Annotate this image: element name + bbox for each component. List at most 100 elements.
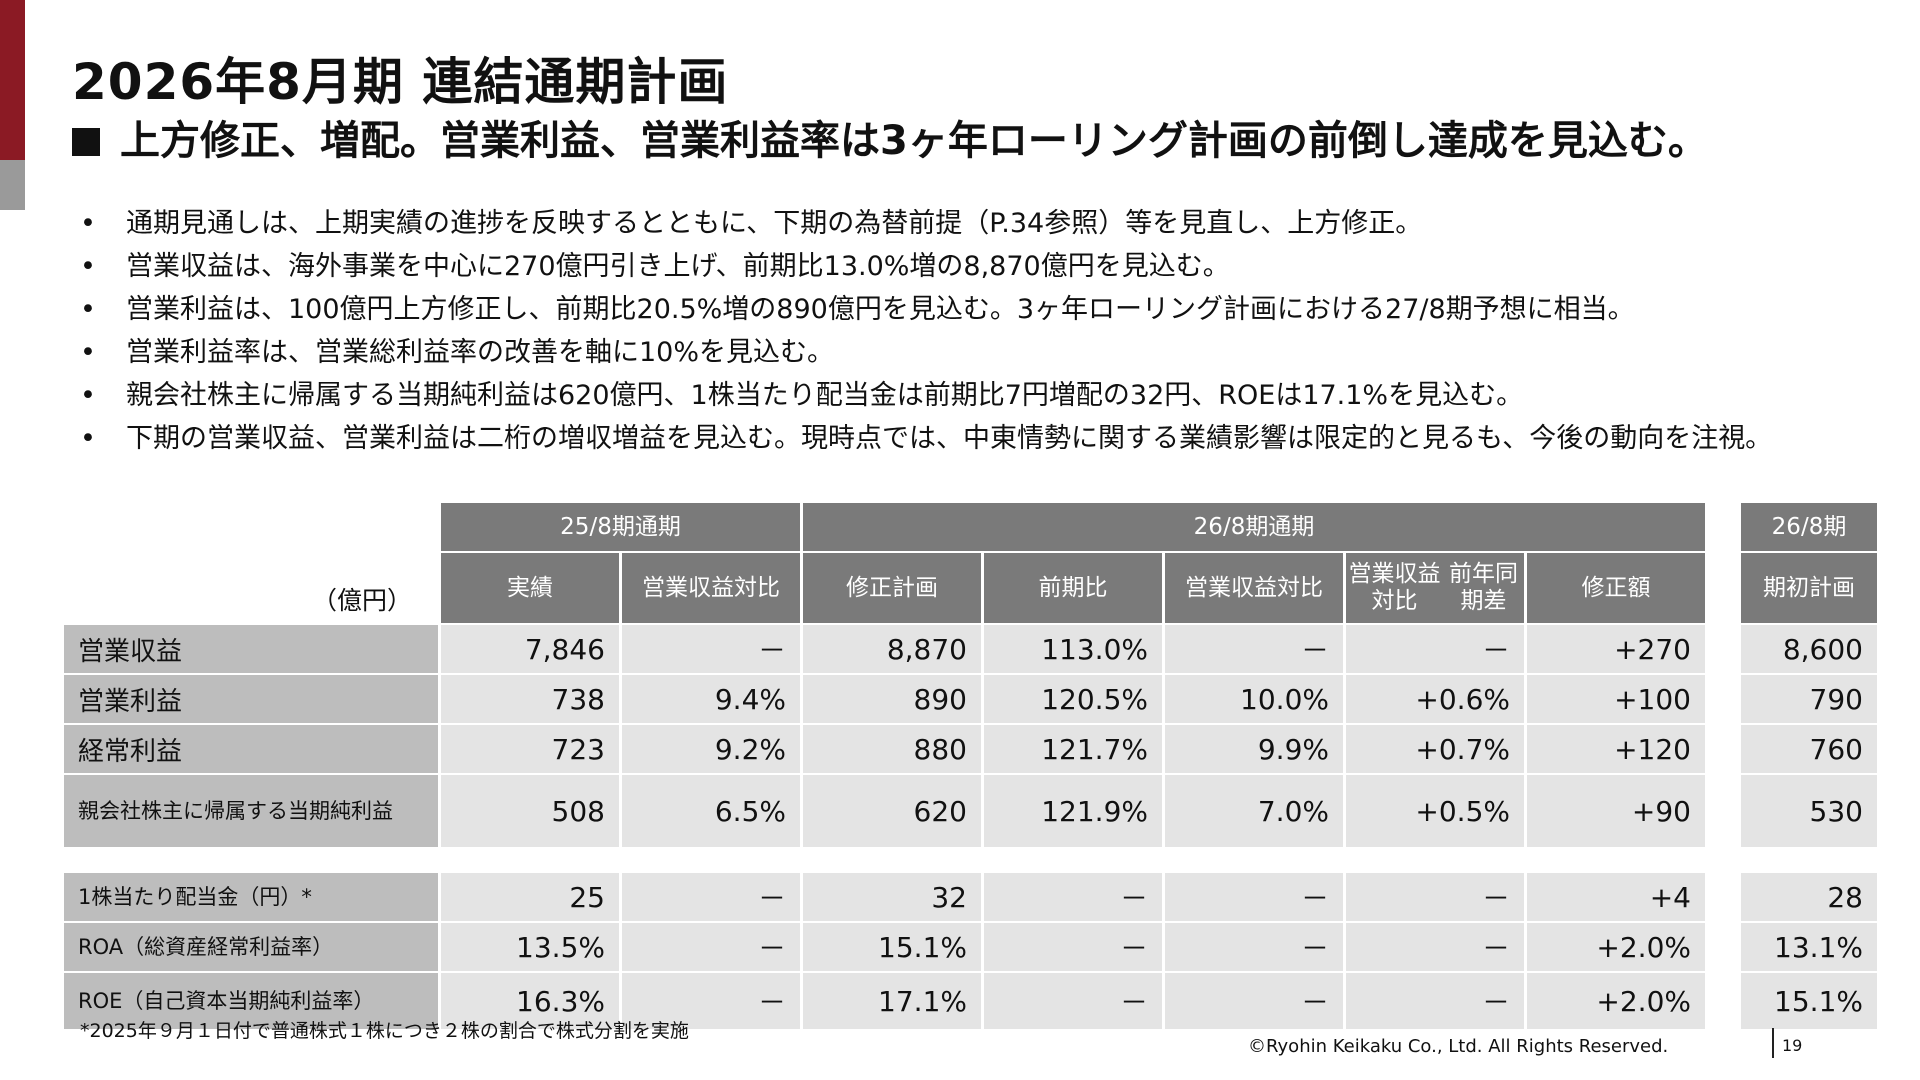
table-cell: － — [1165, 973, 1343, 1029]
table-cell: +270 — [1527, 625, 1705, 673]
table-cell: 7,846 — [441, 625, 619, 673]
table-cell: － — [984, 873, 1162, 921]
column-header: 修正額 — [1527, 553, 1705, 623]
table-cell: 120.5% — [984, 675, 1162, 723]
table-cell: － — [1165, 873, 1343, 921]
column-header-text: 修正計画 — [846, 574, 938, 601]
row-label: ROA（総資産経常利益率） — [64, 923, 438, 971]
table-cell: 620 — [803, 775, 981, 847]
table-cell: － — [1346, 923, 1524, 971]
table-cell: 113.0% — [984, 625, 1162, 673]
row-label-text: 1株当たり配当金（円）* — [78, 885, 312, 909]
column-header: 前期比 — [984, 553, 1162, 623]
table-cell: － — [1346, 625, 1524, 673]
bullet-item: • 営業利益は、100億円上方修正し、前期比20.5%増の890億円を見込む。3ヶ… — [78, 288, 1878, 331]
column-header-text: 営業収益対比 — [642, 574, 780, 601]
page-title: 2026年8月期 連結通期計画 — [72, 53, 729, 111]
bullet-item: • 下期の営業収益、営業利益は二桁の増収増益を見込む。現時点では、中東情勢に関する… — [78, 417, 1878, 460]
table-cell: 28 — [1741, 873, 1877, 921]
table-cell: 530 — [1741, 775, 1877, 847]
table-cell: 17.1% — [803, 973, 981, 1029]
accent-bar-secondary — [0, 160, 25, 210]
table-cell: 8,870 — [803, 625, 981, 673]
table-cell: 13.1% — [1741, 923, 1877, 971]
row-label-text: 親会社株主に帰属する — [78, 799, 288, 823]
bullet-text: 通期見通しは、上期実績の進捗を反映するとともに、下期の為替前提（P.34参照）等… — [126, 208, 1423, 239]
copyright: ©Ryohin Keikaku Co., Ltd. All Rights Res… — [1248, 1036, 1669, 1057]
table-cell: 890 — [803, 675, 981, 723]
table-cell: 10.0% — [1165, 675, 1343, 723]
table-cell: 32 — [803, 873, 981, 921]
row-label-text: 営業収益 — [78, 636, 183, 667]
table-cell: － — [1346, 873, 1524, 921]
row-label: 営業利益 — [64, 675, 438, 723]
table-cell: 760 — [1741, 725, 1877, 773]
bullet-dot-icon: • — [80, 294, 96, 325]
bullet-dot-icon: • — [80, 337, 96, 368]
page-subtitle: 上方修正、増配。営業利益、営業利益率は3ヶ年ローリング計画の前倒し達成を見込む。 — [72, 108, 1708, 166]
table-cell: +100 — [1527, 675, 1705, 723]
table-cell: － — [622, 973, 800, 1029]
table-cell: － — [1165, 625, 1343, 673]
table-cell: +90 — [1527, 775, 1705, 847]
group-header-fy26: 26/8期通期 — [803, 503, 1705, 551]
table-cell: － — [622, 625, 800, 673]
column-header-text: 実績 — [507, 574, 553, 601]
bullet-dot-icon: • — [80, 380, 96, 411]
page-divider — [1772, 1028, 1774, 1058]
table-cell: 9.4% — [622, 675, 800, 723]
bullet-text: 営業利益は、100億円上方修正し、前期比20.5%増の890億円を見込む。3ヶ年… — [126, 294, 1635, 325]
table-cell: 25 — [441, 873, 619, 921]
bullet-item: • 営業収益は、海外事業を中心に270億円引き上げ、前期比13.0%増の8,870… — [78, 245, 1878, 288]
table-cell: 16.3% — [441, 973, 619, 1029]
bullet-text: 営業収益は、海外事業を中心に270億円引き上げ、前期比13.0%増の8,870億… — [126, 251, 1230, 282]
row-label: 親会社株主に帰属する 当期純利益 — [64, 775, 438, 847]
table-cell: － — [622, 923, 800, 971]
bullet-dot-icon: • — [80, 208, 96, 239]
table-cell: 8,600 — [1741, 625, 1877, 673]
row-label: 営業収益 — [64, 625, 438, 673]
column-header-text: 期初計画 — [1763, 574, 1855, 601]
table-cell: － — [1346, 973, 1524, 1029]
table-cell: 7.0% — [1165, 775, 1343, 847]
table-cell: 121.9% — [984, 775, 1162, 847]
table-cell: 723 — [441, 725, 619, 773]
table-cell: 880 — [803, 725, 981, 773]
table-cell: +0.6% — [1346, 675, 1524, 723]
column-header-text: 前年同期差 — [1449, 561, 1519, 614]
table-cell: 121.7% — [984, 725, 1162, 773]
table-cell: 9.2% — [622, 725, 800, 773]
accent-bar — [0, 0, 25, 160]
column-header-text: 前期比 — [1038, 574, 1108, 601]
bullet-item: • 親会社株主に帰属する当期純利益は620億円、1株当たり配当金は前期比7円増配の… — [78, 374, 1878, 417]
unit-label: （億円） — [311, 586, 412, 615]
table-cell: +2.0% — [1527, 923, 1705, 971]
table-cell: +120 — [1527, 725, 1705, 773]
row-label-text: ROA（総資産経常利益率） — [78, 935, 334, 959]
column-header: 修正計画 — [803, 553, 981, 623]
group-header-fy26-initial: 26/8期 — [1741, 503, 1877, 551]
column-header: 営業収益対比 — [1165, 553, 1343, 623]
row-label-text: 経常利益 — [78, 736, 183, 767]
group-header-fy25: 25/8期通期 — [441, 503, 800, 551]
row-label: ROE（自己資本当期純利益率） — [64, 973, 438, 1029]
subtitle-text: 上方修正、増配。営業利益、営業利益率は3ヶ年ローリング計画の前倒し達成を見込む。 — [120, 118, 1708, 164]
page-number: 19 — [1782, 1036, 1803, 1055]
column-header: 期初計画 — [1741, 553, 1877, 623]
bullet-dot-icon: • — [80, 251, 96, 282]
bullet-text: 営業利益率は、営業総利益率の改善を軸に10%を見込む。 — [126, 337, 835, 368]
table-cell: 790 — [1741, 675, 1877, 723]
row-label-text: ROE（自己資本当期純利益率） — [78, 989, 375, 1013]
table-cell: 9.9% — [1165, 725, 1343, 773]
row-label-text: 当期純利益 — [288, 799, 393, 823]
bullet-list: • 通期見通しは、上期実績の進捗を反映するとともに、下期の為替前提（P.34参照）… — [78, 202, 1878, 460]
footnote: *2025年９月１日付で普通株式１株につき２株の割合で株式分割を実施 — [80, 1020, 689, 1042]
row-label: 1株当たり配当金（円）* — [64, 873, 438, 921]
table-cell: 508 — [441, 775, 619, 847]
table-cell: － — [984, 973, 1162, 1029]
table-cell: － — [1165, 923, 1343, 971]
table-cell: +2.0% — [1527, 973, 1705, 1029]
bullet-item: • 通期見通しは、上期実績の進捗を反映するとともに、下期の為替前提（P.34参照）… — [78, 202, 1878, 245]
table-cell: 15.1% — [1741, 973, 1877, 1029]
row-label-text: 営業利益 — [78, 686, 183, 717]
